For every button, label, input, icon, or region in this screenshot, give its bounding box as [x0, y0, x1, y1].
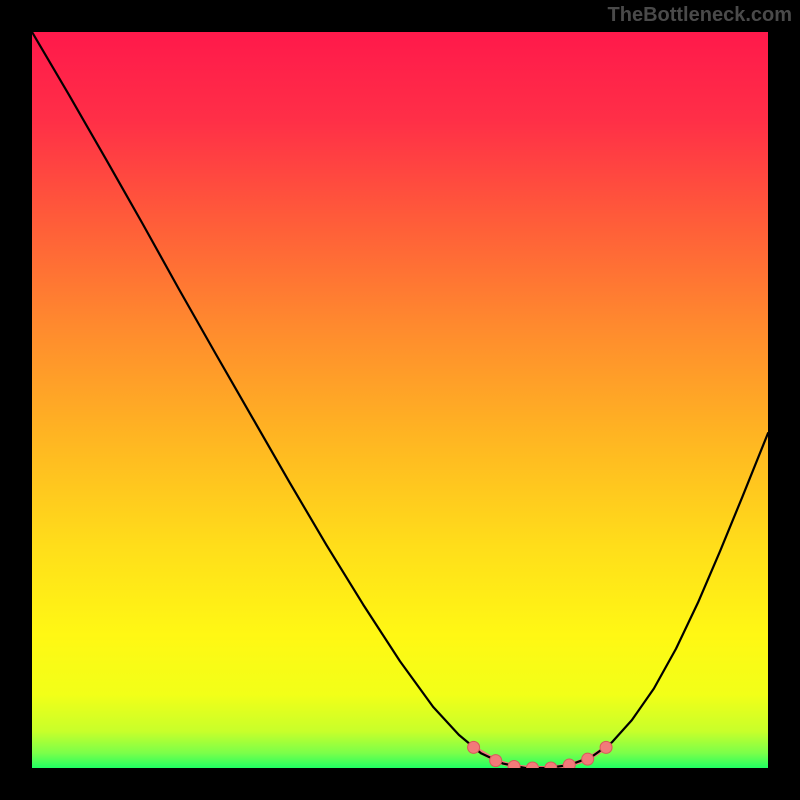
- watermark-text: TheBottleneck.com: [608, 4, 792, 27]
- plot-area: [32, 32, 768, 768]
- legend-marker-dot: [526, 762, 538, 768]
- legend-marker-dot: [490, 755, 502, 767]
- legend-marker-dot: [563, 759, 575, 768]
- curve-layer: [32, 32, 768, 768]
- bottleneck-curve: [32, 32, 768, 768]
- legend-marker-dot: [468, 741, 480, 753]
- legend-marker-dot: [600, 741, 612, 753]
- legend-marker-dot: [582, 753, 594, 765]
- chart-container: TheBottleneck.com: [0, 0, 800, 800]
- legend-marker-dot: [545, 762, 557, 768]
- legend-marker-dot: [508, 761, 520, 768]
